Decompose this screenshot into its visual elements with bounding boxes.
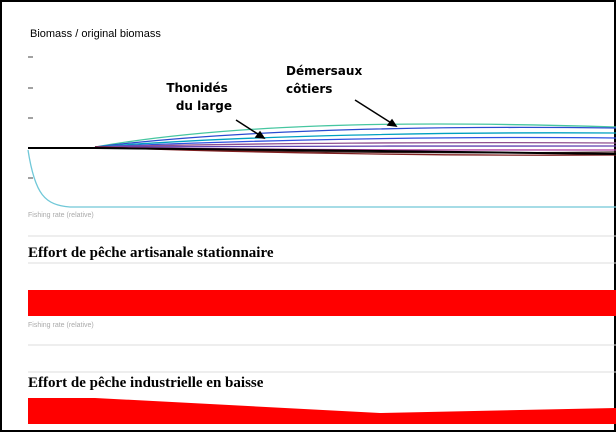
separators: [28, 235, 616, 373]
fleet-axis-label: Fishing rate (relative): [28, 322, 94, 329]
y-label: Biomass / original biomass: [30, 28, 161, 40]
fleet-title: Effort de pêche artisanale stationnaire: [28, 245, 274, 261]
biomass-lines: [27, 123, 616, 208]
effort-band: [28, 290, 616, 316]
annotation: Démersaux côtiers: [286, 64, 366, 96]
fleet-title: Effort de pêche industrielle en baisse: [28, 375, 264, 391]
effort-band: [28, 398, 616, 424]
fleet-axis-label: Fishing rate (relative): [28, 212, 94, 219]
annotation: Thonidés du large: [166, 81, 232, 113]
y-ticks: [28, 56, 33, 179]
arrows: [235, 99, 398, 139]
